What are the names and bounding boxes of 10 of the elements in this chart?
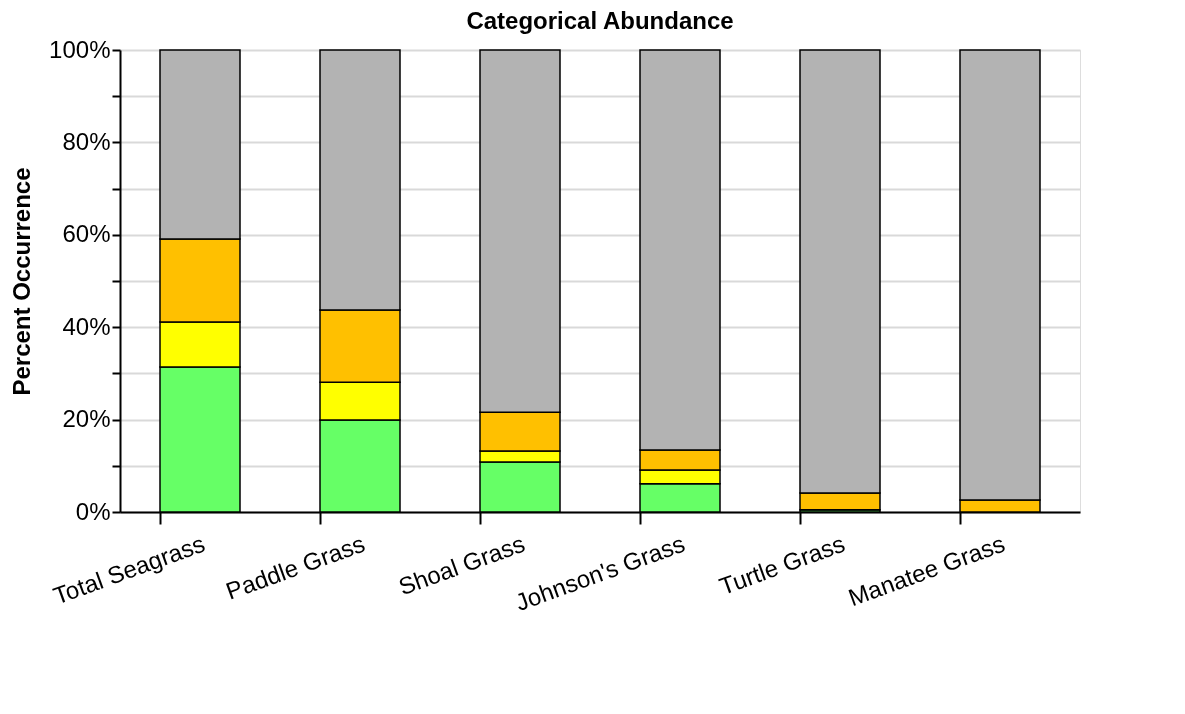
y-tick-label: 0% xyxy=(75,497,111,525)
y-tick-label: 20% xyxy=(62,405,111,433)
x-tick-label: Turtle Grass xyxy=(715,529,849,600)
chart-title: Categorical Abundance xyxy=(466,7,734,34)
y-axis-title: Percent Occurrence xyxy=(8,167,36,396)
y-tick-label: 40% xyxy=(62,312,111,340)
y-tick-label: 80% xyxy=(62,127,111,155)
y-tick-label: 100% xyxy=(49,35,111,63)
x-tick-label: Paddle Grass xyxy=(222,529,369,605)
y-tick-label: 60% xyxy=(62,220,111,248)
